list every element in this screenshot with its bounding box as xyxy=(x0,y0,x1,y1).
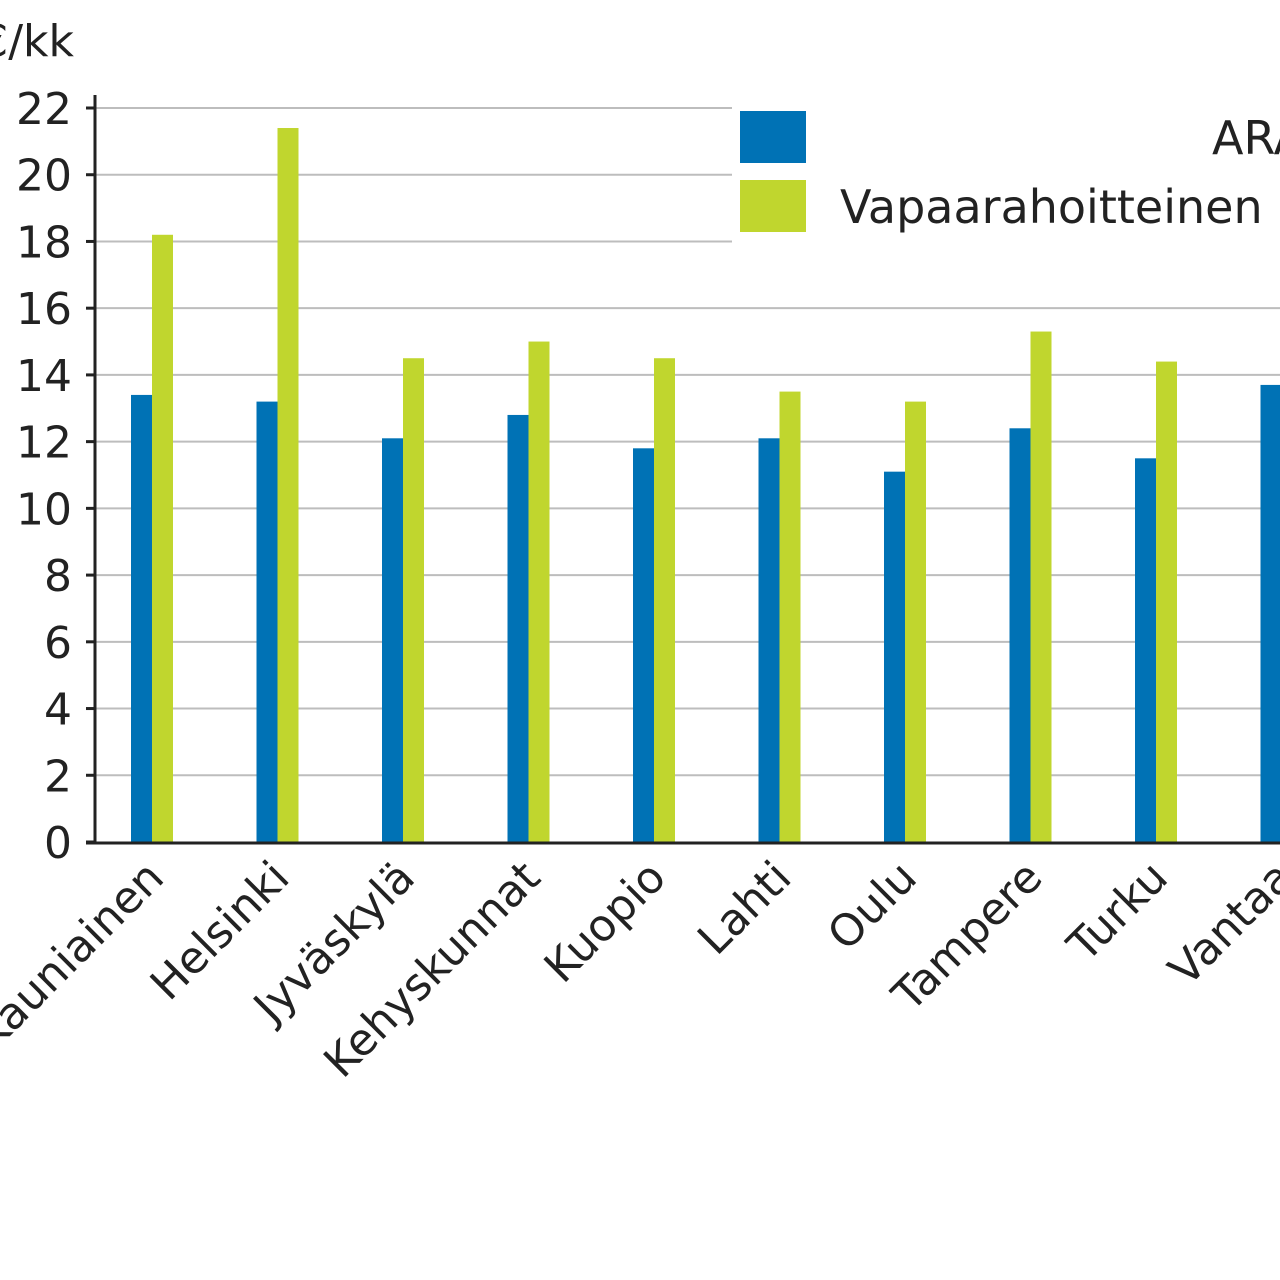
y-tick-label: 6 xyxy=(44,618,72,669)
y-tick-label: 18 xyxy=(16,217,72,268)
bar-vapaarahoitteinen-7 xyxy=(1030,331,1052,842)
x-tick-label: Oulu xyxy=(818,852,927,961)
bar-vapaarahoitteinen-4 xyxy=(654,358,675,842)
legend-background xyxy=(732,95,1280,245)
y-tick-label: 22 xyxy=(16,84,72,135)
legend-swatch-1 xyxy=(740,180,806,232)
y-tick-label: 4 xyxy=(44,685,72,736)
y-tick-label: 2 xyxy=(44,751,72,802)
x-tick-label: Turku xyxy=(1057,852,1177,972)
bar-vapaarahoitteinen-8 xyxy=(1156,361,1177,842)
y-axis-unit-label: €/kk xyxy=(0,16,75,67)
x-tick-labels: KauniainenHelsinkiJyväskyläKehyskunnatKu… xyxy=(0,852,1280,1088)
y-tick-label: 8 xyxy=(44,551,72,602)
bar-vapaarahoitteinen-6 xyxy=(905,401,926,842)
bar-ara-8 xyxy=(1135,458,1156,842)
y-tick-label: 10 xyxy=(16,484,72,535)
x-tick-label: Kauniainen xyxy=(0,852,174,1061)
bars xyxy=(131,128,1280,843)
x-tick-label: Vantaa xyxy=(1159,852,1280,996)
x-tick-label: Lahti xyxy=(688,852,801,965)
bar-vapaarahoitteinen-5 xyxy=(779,391,801,842)
bar-ara-0 xyxy=(131,394,152,842)
bar-ara-4 xyxy=(633,448,654,842)
bar-vapaarahoitteinen-2 xyxy=(403,358,424,842)
bar-ara-6 xyxy=(884,471,905,842)
bar-ara-2 xyxy=(382,438,403,842)
bar-vapaarahoitteinen-3 xyxy=(528,341,550,842)
y-tick-label: 12 xyxy=(16,418,72,469)
y-tick-label: 14 xyxy=(16,351,72,402)
axes xyxy=(86,95,1280,845)
y-tick-label: 0 xyxy=(44,818,72,869)
bar-vapaarahoitteinen-0 xyxy=(152,234,173,843)
legend-swatch-0 xyxy=(740,111,806,163)
y-tick-label: 20 xyxy=(16,151,72,202)
y-tick-label: 16 xyxy=(16,284,72,335)
bar-ara-1 xyxy=(256,401,278,842)
bar-vapaarahoitteinen-1 xyxy=(277,128,299,842)
y-tick-labels: 0 2 4 6 8 10 12 14 16 18 20 22 xyxy=(16,84,95,869)
legend-label-1: Vapaarahoitteinen xyxy=(840,180,1263,234)
bar-ara-9 xyxy=(1260,384,1280,842)
x-tick-label: Kehyskunnat xyxy=(314,852,550,1088)
bar-ara-3 xyxy=(507,414,529,842)
x-tick-label: Kuopio xyxy=(535,852,676,993)
legend: ARA Vapaarahoitteinen xyxy=(732,95,1280,245)
bar-ara-7 xyxy=(1009,428,1031,842)
legend-label-0: ARA xyxy=(1212,111,1280,165)
bar-ara-5 xyxy=(758,438,780,842)
